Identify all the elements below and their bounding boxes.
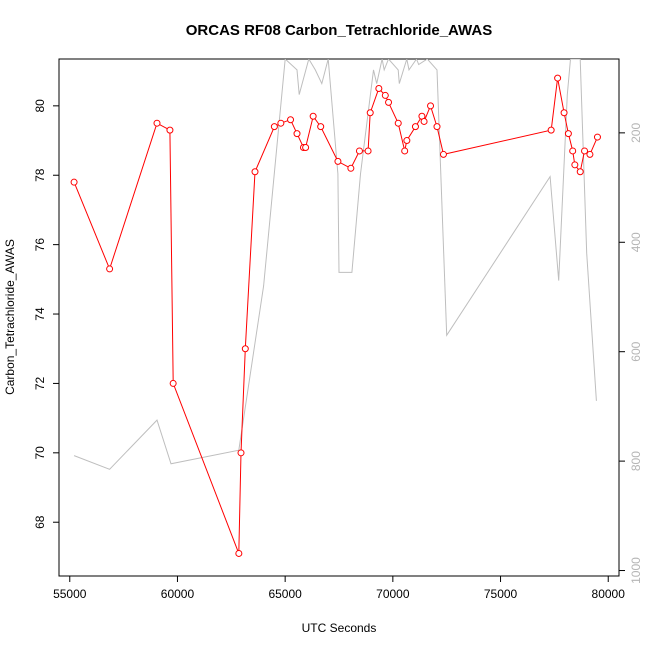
data-point xyxy=(317,123,325,131)
data-point xyxy=(394,119,402,127)
data-point xyxy=(401,147,409,155)
data-point xyxy=(427,102,435,110)
data-point xyxy=(153,119,161,127)
x-tick-label: 80000 xyxy=(592,587,626,601)
right-y-axis: 200 400 600 800 1000 xyxy=(618,123,643,584)
y-tick-label: 68 xyxy=(33,515,47,529)
secondary-series xyxy=(73,59,597,470)
y2-tick-label: 1000 xyxy=(629,557,643,584)
data-point xyxy=(334,157,342,165)
data-point xyxy=(420,117,428,125)
secondary-series-line xyxy=(73,59,597,470)
y-tick-label: 80 xyxy=(33,99,47,113)
y-axis: 68 70 72 74 76 78 80 xyxy=(33,99,60,529)
plot-area-border xyxy=(58,58,620,577)
data-point xyxy=(355,147,363,155)
data-point xyxy=(366,109,374,117)
data-point xyxy=(411,123,419,131)
primary-series xyxy=(70,74,601,557)
data-point xyxy=(270,123,278,131)
chart-title: ORCAS RF08 Carbon_Tetrachloride_AWAS xyxy=(186,22,492,39)
x-axis: 55000 60000 65000 70000 75000 80000 xyxy=(53,575,626,601)
y-tick-label: 72 xyxy=(33,376,47,390)
data-point xyxy=(277,119,285,127)
data-point xyxy=(237,449,245,457)
data-point xyxy=(293,130,301,138)
data-point xyxy=(251,168,259,176)
data-point xyxy=(166,126,174,134)
data-point xyxy=(569,147,577,155)
data-point xyxy=(576,168,584,176)
data-point xyxy=(302,143,310,151)
data-point xyxy=(70,178,78,186)
data-point xyxy=(169,379,177,387)
data-point xyxy=(564,130,572,138)
data-point xyxy=(287,116,295,124)
data-point xyxy=(586,150,594,158)
data-point xyxy=(439,150,447,158)
data-point xyxy=(593,133,601,141)
data-point xyxy=(106,265,114,273)
x-tick-label: 70000 xyxy=(376,587,410,601)
data-point xyxy=(554,74,562,82)
y2-tick-label: 400 xyxy=(629,232,643,252)
primary-series-line xyxy=(73,78,598,554)
data-point xyxy=(581,147,589,155)
data-point xyxy=(241,345,249,353)
data-point xyxy=(364,147,372,155)
x-tick-label: 55000 xyxy=(53,587,87,601)
y-tick-label: 74 xyxy=(33,307,47,321)
data-point xyxy=(433,123,441,131)
data-point xyxy=(571,161,579,169)
data-point xyxy=(375,84,383,92)
y-tick-label: 70 xyxy=(33,446,47,460)
data-point xyxy=(309,112,317,120)
data-point xyxy=(385,98,393,106)
y-tick-label: 76 xyxy=(33,238,47,252)
y-tick-label: 78 xyxy=(33,168,47,182)
data-point xyxy=(403,137,411,145)
data-point xyxy=(547,126,555,134)
x-tick-label: 60000 xyxy=(161,587,195,601)
data-point xyxy=(381,91,389,99)
x-axis-label: UTC Seconds xyxy=(302,621,377,635)
x-tick-label: 75000 xyxy=(484,587,518,601)
x-tick-label: 65000 xyxy=(268,587,302,601)
data-point xyxy=(235,549,243,557)
y2-tick-label: 600 xyxy=(629,341,643,361)
y-axis-label: Carbon_Tetrachloride_AWAS xyxy=(3,239,17,395)
y2-tick-label: 800 xyxy=(629,451,643,471)
y2-tick-label: 200 xyxy=(629,123,643,143)
data-point xyxy=(560,109,568,117)
data-point xyxy=(347,164,355,172)
